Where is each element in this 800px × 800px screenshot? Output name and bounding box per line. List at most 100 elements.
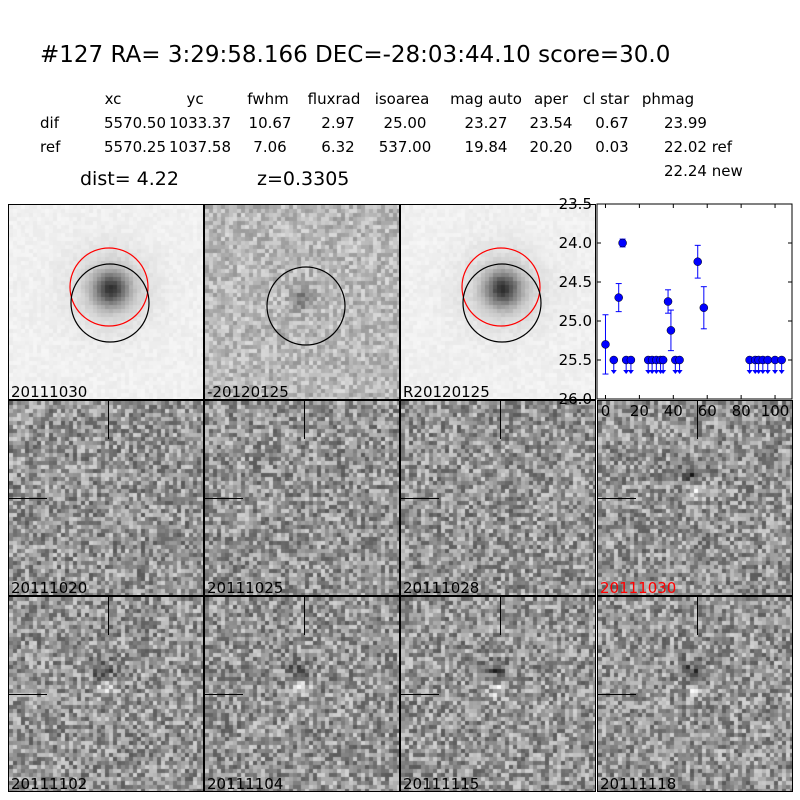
column-header: mag auto	[450, 90, 522, 108]
column-header: xc	[104, 90, 122, 108]
y-tick-label: 24.5	[559, 273, 592, 291]
row-label: ref	[40, 138, 61, 156]
upper-limit-point	[658, 355, 668, 374]
dif-aperture-circle	[462, 263, 542, 343]
stamp-image	[401, 205, 595, 399]
table-cell: 0.67	[595, 114, 629, 132]
ref-aperture-circle	[461, 247, 541, 327]
stamp-date-label: 20111102	[11, 775, 88, 792]
dif-aperture-circle	[266, 266, 346, 346]
stamp-date-label: R20120125	[403, 383, 490, 400]
stamp-date-label: 20111020	[11, 579, 88, 596]
x-tick-label: 60	[698, 402, 717, 420]
crosshair-marker	[9, 694, 47, 695]
image-stamp: R20120125	[400, 204, 596, 400]
detection-point	[666, 309, 676, 352]
stamp-date-label: -20120125	[207, 383, 289, 400]
image-stamp: 20111030	[597, 400, 793, 596]
stamp-date-label: 20111115	[403, 775, 480, 792]
x-tick-label: 40	[664, 402, 683, 420]
crosshair-marker	[304, 401, 305, 439]
detection-point	[601, 314, 610, 375]
column-header: fluxrad	[307, 90, 361, 108]
image-stamp: 20111025	[204, 400, 400, 596]
x-tick-label: 100	[761, 402, 790, 420]
image-stamp: 20111020	[8, 400, 204, 596]
y-tick-label: 24.0	[559, 234, 592, 252]
x-tick-label: 80	[732, 402, 751, 420]
new-phmag: 22.24 new	[664, 162, 743, 180]
table-cell: 20.20	[529, 138, 573, 156]
table-cell: 25.00	[383, 114, 427, 132]
detection-point	[699, 286, 709, 330]
crosshair-marker	[598, 694, 636, 695]
table-cell: 22.02 ref	[664, 138, 733, 156]
crosshair-marker	[205, 694, 243, 695]
dist-label: dist= 4.22	[80, 168, 179, 190]
stamp-date-label: 20111028	[403, 579, 480, 596]
column-header: aper	[533, 90, 569, 108]
page-title: #127 RA= 3:29:58.166 DEC=-28:03:44.10 sc…	[40, 42, 671, 68]
crosshair-marker	[500, 597, 501, 635]
detection-point	[693, 244, 702, 279]
stamp-image	[205, 205, 399, 399]
table-cell: 537.00	[378, 138, 432, 156]
table-cell: 1037.58	[168, 138, 232, 156]
upper-limit-point	[763, 355, 773, 374]
x-tick-label: 0	[601, 402, 611, 420]
y-tick-label: 25.5	[559, 351, 592, 369]
table-cell: 23.99	[664, 114, 707, 132]
column-header: cl star	[582, 90, 630, 108]
column-header: phmag	[641, 90, 695, 108]
upper-limit-point	[626, 355, 636, 374]
column-header: fwhm	[247, 90, 289, 108]
image-stamp: 20111028	[400, 400, 596, 596]
table-cell: 7.06	[253, 138, 287, 156]
image-stamp: 20111030	[8, 204, 204, 400]
x-tick-label: 20	[630, 402, 649, 420]
stamp-date-label: 20111118	[600, 775, 677, 792]
plot-area	[596, 203, 793, 400]
upper-limit-point	[675, 355, 684, 374]
crosshair-marker	[697, 401, 698, 439]
crosshair-marker	[598, 498, 636, 499]
crosshair-marker	[304, 597, 305, 635]
crosshair-marker	[108, 401, 109, 439]
crosshair-marker	[9, 498, 47, 499]
stamp-date-label: 20111030	[600, 579, 677, 596]
upper-limit-point	[777, 355, 786, 374]
image-stamp: 20111118	[597, 596, 793, 792]
image-stamp: -20120125	[204, 204, 400, 400]
y-tick-label: 25.0	[559, 312, 592, 330]
table-cell: 10.67	[248, 114, 292, 132]
table-cell: 23.27	[464, 114, 508, 132]
crosshair-marker	[401, 498, 439, 499]
y-tick-label: 23.5	[559, 195, 592, 213]
table-cell: 19.84	[464, 138, 508, 156]
light-curve-plot: 0 20 40 60 80 100 23.5 24.0 24.5 25.0 25.5 26.0	[559, 195, 793, 420]
upper-limit-point	[609, 355, 619, 374]
table-cell: 2.97	[321, 114, 355, 132]
stamp-date-label: 20111025	[207, 579, 284, 596]
crosshair-marker	[697, 597, 698, 635]
image-stamp: 20111104	[204, 596, 400, 792]
redshift-label: z=0.3305	[257, 168, 350, 190]
crosshair-marker	[205, 498, 243, 499]
stamp-image	[9, 205, 203, 399]
detection-point	[663, 289, 673, 314]
table-cell: 1033.37	[168, 114, 232, 132]
stamp-date-label: 20111030	[11, 383, 88, 400]
detection-point	[618, 238, 627, 248]
crosshair-marker	[500, 401, 501, 439]
column-header: isoarea	[374, 90, 430, 108]
image-stamp: 20111115	[400, 596, 596, 792]
table-cell: 0.03	[595, 138, 629, 156]
image-stamp: 20111102	[8, 596, 204, 792]
table-cell: 6.32	[321, 138, 355, 156]
crosshair-marker	[401, 694, 439, 695]
table-cell: 5570.50	[103, 114, 167, 132]
row-label: dif	[40, 114, 59, 132]
table-cell: 5570.25	[103, 138, 167, 156]
detection-point	[614, 283, 623, 313]
crosshair-marker	[108, 597, 109, 635]
